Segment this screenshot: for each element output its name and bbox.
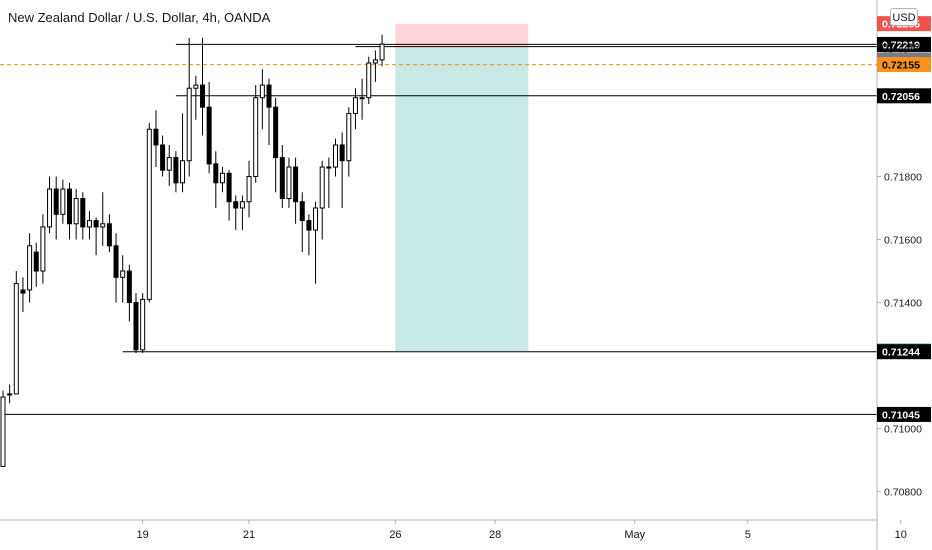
candle-body <box>193 84 199 89</box>
candle-body <box>0 396 6 467</box>
candle-body <box>140 298 146 351</box>
candle-body <box>326 166 332 169</box>
candle-body <box>173 157 179 184</box>
candle-body <box>53 188 59 215</box>
y-tick-label: 0.71000 <box>884 424 922 436</box>
candle-body <box>246 175 252 203</box>
candle-body <box>166 157 172 171</box>
candle-body <box>299 201 305 222</box>
candle-body <box>253 97 259 177</box>
candle-body <box>279 157 285 200</box>
y-tick-label: 0.70800 <box>884 487 922 499</box>
candle-body <box>359 97 365 100</box>
candle-body <box>352 97 358 114</box>
candle-body <box>333 144 338 168</box>
x-tick-label: 10 <box>895 529 907 541</box>
candle-body <box>180 160 186 184</box>
candle-body <box>133 302 139 351</box>
price-tag-bg <box>877 88 931 104</box>
x-tick-label: 19 <box>137 529 149 541</box>
x-tick-label: 5 <box>745 529 751 541</box>
candle-body <box>266 84 272 108</box>
price-tag-bg <box>877 36 931 52</box>
price-tag-label: 0.72212 <box>882 42 920 54</box>
candle-body <box>366 62 372 99</box>
candle-body <box>73 198 79 225</box>
candle-body <box>120 270 126 278</box>
candle-body <box>40 226 46 272</box>
price-tag-label: 0.71045 <box>882 409 920 421</box>
price-tag-label: 0.72219 <box>882 39 920 51</box>
x-tick-label: 21 <box>243 529 255 541</box>
candle-body <box>239 201 245 209</box>
y-tick-label: 0.71800 <box>884 171 922 183</box>
candle-body <box>113 245 119 278</box>
stop-loss-zone[interactable] <box>395 23 529 48</box>
chart-title: New Zealand Dollar / U.S. Dollar, 4h, OA… <box>8 10 271 25</box>
x-tick-label: May <box>624 529 645 541</box>
candle-body <box>313 207 319 231</box>
candle-body <box>13 283 19 395</box>
x-tick-label: 28 <box>489 529 501 541</box>
candle-body <box>93 220 99 228</box>
candle-body <box>146 128 152 300</box>
candle-body <box>33 251 39 272</box>
candle-body <box>86 220 92 228</box>
candle-body <box>106 223 112 247</box>
candle-body <box>226 172 232 203</box>
candle-body <box>160 144 166 171</box>
candle-body <box>80 198 86 228</box>
candle-body <box>346 112 352 162</box>
candle-body <box>7 393 13 396</box>
take-profit-zone[interactable] <box>395 47 529 352</box>
candle-body <box>200 84 205 108</box>
candle-body <box>206 106 212 165</box>
price-tag-bg <box>877 57 931 73</box>
candle-body <box>379 43 385 61</box>
candle-body <box>67 188 72 225</box>
y-tick-label: 0.71400 <box>884 298 922 310</box>
candle-body <box>319 166 325 209</box>
price-tag-label: 0.72056 <box>882 91 920 103</box>
candle-body <box>126 270 132 304</box>
candle-body <box>306 220 312 231</box>
candle-body <box>372 59 378 64</box>
candle-body <box>100 223 106 228</box>
currency-button[interactable]: USD <box>890 8 918 26</box>
candle-body <box>213 163 219 184</box>
price-tag-bg <box>877 406 931 422</box>
candle-body <box>339 144 345 162</box>
price-tag-label: 0.71244 <box>882 347 920 359</box>
candle-body <box>153 128 159 146</box>
candle-body <box>20 289 26 294</box>
candle-body <box>60 188 66 215</box>
candle-body <box>286 166 292 200</box>
candle-body <box>273 106 279 159</box>
price-tag-label: 0.72155 <box>882 60 920 72</box>
candle-body <box>293 166 299 203</box>
candle-body <box>186 87 192 162</box>
candle-body <box>27 245 33 291</box>
candle-body <box>233 201 239 209</box>
candle-body <box>219 172 225 184</box>
y-tick-label: 0.71600 <box>884 235 922 247</box>
x-tick-label: 26 <box>389 529 401 541</box>
candle-body <box>47 188 53 228</box>
price-tag-bg <box>877 344 931 360</box>
candle-body <box>259 84 265 99</box>
